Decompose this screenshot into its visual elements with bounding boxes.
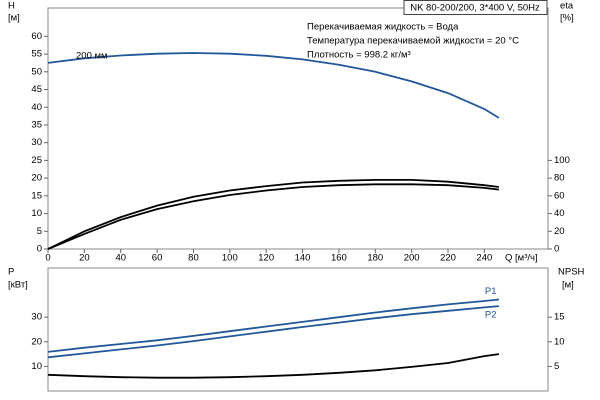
x-tick-label: 100 [222, 253, 238, 264]
y2-tick-label: 15 [554, 312, 565, 323]
x-tick-label: 60 [152, 253, 163, 264]
y-tick-label: 50 [31, 66, 42, 77]
chart-title: NK 80-200/200, 3*400 V, 50Hz [410, 3, 540, 14]
y2-tick-label: 0 [554, 244, 559, 255]
y-tick-label: 25 [31, 155, 42, 166]
x-tick-label: 20 [79, 253, 90, 264]
bottom-frame [47, 267, 549, 392]
curve [47, 183, 500, 250]
y-axis-label: H [8, 1, 15, 12]
y-tick-label: 30 [31, 312, 42, 323]
x-tick-label: 240 [476, 253, 492, 264]
x-tick-label: 140 [295, 253, 311, 264]
curve [47, 305, 499, 359]
y2-tick-label: 80 [554, 173, 565, 184]
x-tick-label: 200 [404, 253, 420, 264]
y-axis-label: [кВт] [8, 280, 28, 291]
y-axis-label: [м] [8, 13, 20, 24]
y-tick-label: 30 [31, 137, 42, 148]
x-tick-label: 0 [45, 253, 50, 264]
y-axis-label: P [8, 267, 14, 278]
y-tick-label: 0 [37, 244, 42, 255]
top-frame [47, 7, 549, 250]
annotation: Перекачиваемая жидкость = Вода [307, 22, 459, 33]
y-tick-label: 5 [37, 226, 42, 237]
title-box [403, 0, 548, 15]
y-tick-label: 10 [31, 208, 42, 219]
y-tick-label: 40 [31, 102, 42, 113]
y-tick-label: 35 [31, 119, 42, 130]
x-tick-label: 220 [440, 253, 456, 264]
y2-tick-label: 20 [554, 226, 565, 237]
y2-tick-label: 5 [554, 361, 559, 372]
y-tick-label: 20 [31, 336, 42, 347]
annotation: Температура перекачиваемой жидкости = 20… [307, 36, 519, 47]
y-tick-label: 10 [31, 361, 42, 372]
curve [47, 353, 500, 379]
y-tick-label: 45 [31, 84, 42, 95]
curve-label: P1 [485, 286, 497, 297]
annotation: Плотность = 998.2 кг/м³ [307, 50, 411, 61]
x-tick-label: 40 [115, 253, 126, 264]
y2-axis-label: NPSH [558, 267, 585, 278]
y2-tick-label: 40 [554, 208, 565, 219]
curve [47, 298, 499, 353]
curve-label: 200 мм [76, 50, 108, 61]
curve [47, 52, 500, 119]
y-tick-label: 15 [31, 190, 42, 201]
y2-tick-label: 60 [554, 190, 565, 201]
x-axis-label: Q [м³/ч] [505, 253, 538, 264]
x-tick-label: 120 [258, 253, 274, 264]
y2-axis-label: [%] [560, 13, 574, 24]
y-tick-label: 60 [31, 31, 42, 42]
x-tick-label: 180 [367, 253, 383, 264]
y2-axis-label: eta [560, 1, 574, 12]
x-tick-label: 160 [331, 253, 347, 264]
y2-tick-label: 100 [554, 155, 570, 166]
y-tick-label: 55 [31, 49, 42, 60]
y2-axis-label: [м] [562, 280, 574, 291]
curve [47, 179, 500, 250]
y2-tick-label: 10 [554, 336, 565, 347]
curve-label: P2 [485, 310, 497, 321]
x-tick-label: 80 [188, 253, 199, 264]
y-tick-label: 20 [31, 173, 42, 184]
